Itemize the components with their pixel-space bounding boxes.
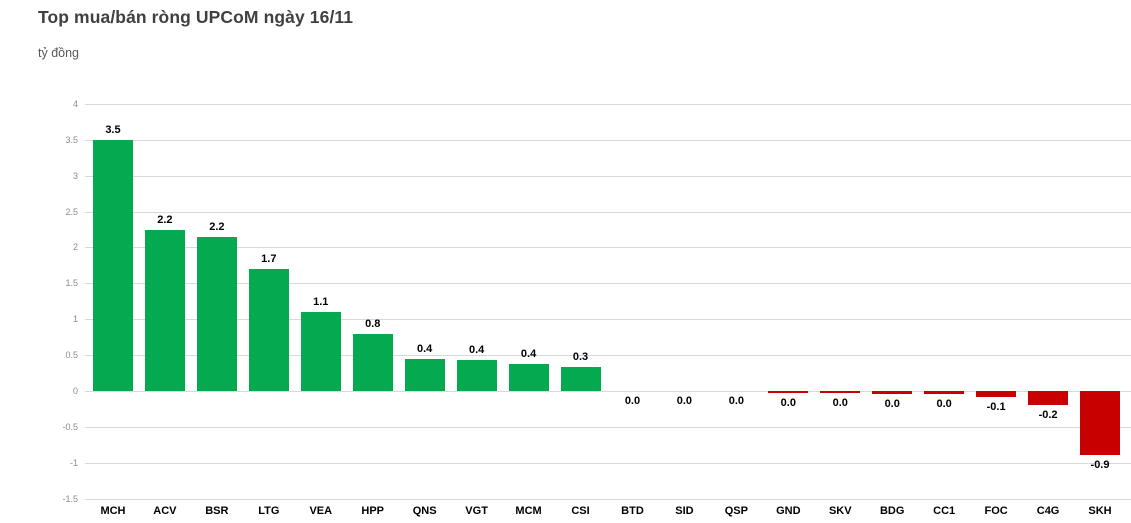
y-axis-tick-label: -1 [69, 457, 78, 468]
x-axis-tick-label: BDG [879, 505, 905, 517]
bar-bsr [196, 236, 237, 391]
x-axis-tick-label: QSP [724, 505, 748, 517]
gridline [85, 139, 1131, 141]
bar-c4g [1028, 390, 1069, 406]
y-axis-tick-label: 2.5 [65, 206, 78, 217]
bar-acv [144, 229, 185, 391]
bar-foc [976, 390, 1017, 398]
bar-value-label: -0.9 [1090, 459, 1110, 472]
bar-value-label: 0.0 [884, 397, 900, 410]
gridline [85, 283, 1131, 285]
gridline [85, 175, 1131, 177]
bar-csi [560, 367, 601, 391]
bar-value-label: 0.8 [365, 317, 381, 330]
y-axis-tick-label: 0.5 [65, 350, 78, 361]
x-axis-tick-label: MCH [100, 505, 126, 517]
bar-value-label: 0.0 [728, 394, 744, 407]
x-axis-tick-label: MCM [515, 505, 542, 517]
y-axis-tick-label: -0.5 [62, 421, 78, 432]
y-axis-tick-label: 3 [72, 170, 78, 181]
x-axis-tick-label: CC1 [933, 505, 956, 517]
y-axis-tick-label: 4 [72, 99, 78, 109]
x-axis-tick-label: CSI [571, 505, 590, 517]
x-axis-tick-label: C4G [1036, 505, 1060, 517]
y-axis-tick-label: -1.5 [62, 493, 78, 504]
gridline [85, 462, 1131, 464]
bar-value-label: 0.3 [572, 351, 589, 364]
bar-value-label: 0.4 [468, 344, 485, 357]
x-axis-tick-label: QNS [412, 505, 437, 517]
x-axis-tick-label: HPP [361, 505, 385, 517]
x-axis-tick-label: BSR [205, 505, 229, 517]
x-axis-tick-label: BTD [621, 505, 644, 517]
bar-value-label: 1.7 [261, 252, 277, 265]
bar-gnd [768, 390, 809, 394]
bar-value-label: -0.1 [986, 401, 1006, 414]
gridline [85, 104, 1131, 105]
bar-mcm [508, 363, 549, 391]
bar-qns [404, 358, 445, 391]
bar-vea [300, 312, 341, 391]
x-axis-tick-label: ACV [153, 505, 177, 517]
bar-value-label: 2.2 [157, 213, 173, 226]
gridline [85, 355, 1131, 357]
x-axis-tick-label: SKV [828, 505, 852, 517]
y-axis-tick-label: 1 [72, 314, 78, 325]
gridline [85, 247, 1131, 249]
y-axis-tick-label: 1.5 [65, 278, 78, 289]
x-axis-tick-label: VGT [465, 505, 488, 517]
chart-unit-label: tỷ đồng [38, 46, 80, 60]
gridline [85, 211, 1131, 213]
bar-value-label: 0.4 [417, 342, 433, 355]
bar-mch [92, 139, 133, 391]
bar-value-label: 0.0 [780, 397, 796, 410]
x-axis-tick-label: FOC [984, 505, 1008, 517]
x-axis-tick-label: LTG [258, 505, 280, 517]
bar-value-label: 1.1 [313, 296, 329, 308]
x-axis-tick-label: VEA [309, 505, 333, 517]
bar-hpp [352, 333, 393, 391]
bar-ltg [248, 268, 289, 391]
bar-value-label: 0.0 [832, 397, 848, 410]
bar-value-label: 0.0 [936, 397, 952, 410]
gridline [85, 498, 1131, 500]
x-axis-tick-label: SKH [1088, 505, 1112, 517]
gridline [85, 319, 1131, 321]
y-axis-tick-label: 2 [72, 242, 78, 253]
y-axis-tick-label: 0 [72, 385, 78, 396]
bar-vgt [456, 360, 497, 391]
bar-skv [820, 390, 861, 394]
bar-skh [1080, 390, 1121, 456]
bar-value-label: 0.4 [520, 347, 537, 360]
bar-value-label: 0.0 [676, 394, 693, 407]
gridline [85, 426, 1131, 428]
gridline [85, 390, 1131, 392]
bar-value-label: 3.5 [105, 123, 121, 136]
bar-cc1 [924, 390, 965, 394]
bar-value-label: 0.0 [624, 394, 641, 407]
bar-bdg [872, 390, 913, 394]
bar-value-label: -0.2 [1038, 409, 1058, 422]
x-axis-tick-label: SID [675, 505, 694, 517]
bar-value-label: 2.2 [209, 220, 225, 233]
chart-title: Top mua/bán ròng UPCoM ngày 16/11 [38, 7, 354, 27]
x-axis-tick-label: GND [776, 505, 801, 517]
y-axis-tick-label: 3.5 [65, 134, 78, 145]
